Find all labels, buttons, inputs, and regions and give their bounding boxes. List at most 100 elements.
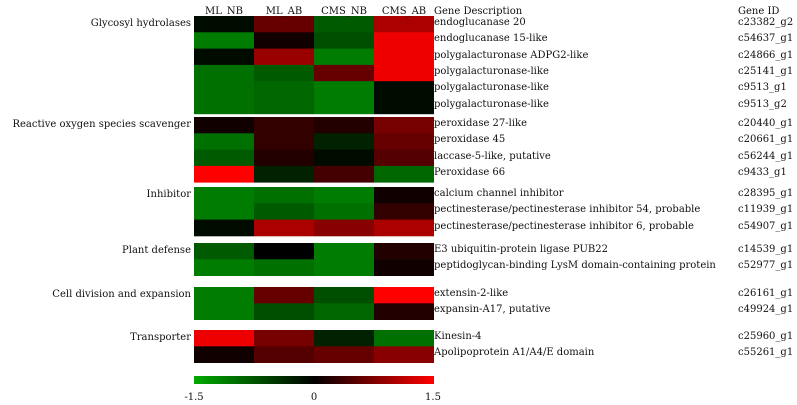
gene-id: c54907_g1 [738, 220, 794, 232]
heatmap-cell [254, 243, 314, 260]
heatmap-cell [374, 133, 434, 150]
heatmap-cell [254, 97, 314, 115]
heatmap-cell [314, 81, 374, 98]
heatmap-cell [374, 219, 434, 237]
gene-id: c28395_g1 [738, 188, 794, 199]
heatmap-cell [374, 149, 434, 167]
heatmap-cell [374, 346, 434, 363]
heatmap-cell [374, 97, 434, 115]
gene-description: polygalacturonase ADPG2-like [434, 49, 589, 61]
column-header-cms-ab: CMS_AB [381, 6, 427, 17]
gene-description: Peroxidase 66 [434, 166, 506, 178]
gene-description: calcium channel inhibitor [434, 188, 564, 199]
gene-id: c20440_g1 [738, 118, 794, 129]
gene-id: c20661_g1 [738, 134, 794, 146]
heatmap-cell [374, 303, 434, 320]
heatmap-cell [254, 219, 314, 237]
heatmap-cell [194, 219, 254, 237]
heatmap-cell [194, 303, 254, 320]
heatmap-cell [374, 330, 434, 347]
heatmap-cell [254, 48, 314, 66]
heatmap-cell [314, 32, 374, 49]
gene-id: c23382_g2 [738, 17, 794, 28]
heatmap-cell [254, 346, 314, 363]
gene-id: c56244_g1 [738, 150, 794, 162]
heatmap-cell [314, 330, 374, 347]
gene-description: laccase-5-like, putative [434, 150, 551, 162]
heatmap-cell [374, 81, 434, 98]
column-header-ml-ab: ML_AB [265, 6, 303, 17]
gene-id: c54637_g1 [738, 33, 794, 45]
heatmap-cell [194, 149, 254, 167]
gene-id: c49924_g1 [738, 304, 794, 316]
gene-id: c9433_g1 [738, 166, 787, 178]
heatmap-cell [254, 117, 314, 134]
heatmap-cell [314, 64, 374, 82]
group-label-reactive-oxygen-species-scavenger: Reactive oxygen species scavenger [12, 119, 191, 130]
heatmap-cell [254, 259, 314, 276]
heatmap-cell [194, 203, 254, 220]
heatmap-cell [374, 259, 434, 276]
heatmap-cell [254, 165, 314, 183]
heatmap-cell [194, 97, 254, 115]
gene-description: pectinesterase/pectinesterase inhibitor … [434, 220, 694, 232]
heatmap-cell [194, 287, 254, 304]
heatmap-cell [314, 133, 374, 150]
heatmap-cell [194, 16, 254, 33]
heatmap-cell [194, 81, 254, 98]
heatmap-cell [194, 64, 254, 82]
gene-description: peptidoglycan-binding LysM domain-contai… [434, 260, 716, 272]
heatmap-cell [314, 287, 374, 304]
heatmap-cell [254, 303, 314, 320]
heatmap-cell [314, 259, 374, 276]
heatmap-cell [314, 165, 374, 183]
gene-description: peroxidase 45 [434, 134, 506, 146]
gene-id: c25960_g1 [738, 331, 794, 342]
group-label-inhibitor: Inhibitor [146, 189, 191, 200]
gene-description: Apolipoprotein A1/A4/E domain [434, 347, 595, 359]
gene-description: expansin-A17, putative [434, 304, 551, 316]
column-header-cms-nb: CMS_NB [321, 6, 367, 17]
heatmap-cell [374, 165, 434, 183]
gene-id: c9513_g1 [738, 82, 787, 94]
gene-id: c25141_g1 [738, 65, 794, 77]
heatmap-cell [194, 165, 254, 183]
gene-description: polygalacturonase-like [434, 82, 549, 94]
gene-description: pectinesterase/pectinesterase inhibitor … [434, 204, 701, 216]
heatmap-cell [194, 187, 254, 204]
gene-description: E3 ubiquitin-protein ligase PUB22 [434, 244, 608, 255]
heatmap-cell [194, 48, 254, 66]
heatmap-cell [314, 149, 374, 167]
gene-description: extensin-2-like [434, 288, 509, 299]
heatmap-cell [374, 48, 434, 66]
heatmap-cell [254, 81, 314, 98]
colorbar-tick-label-max: 1.5 [425, 392, 441, 403]
heatmap-cell [254, 330, 314, 347]
gene-description: peroxidase 27-like [434, 118, 528, 129]
gene-id: c11939_g1 [738, 204, 794, 216]
heatmap-cell [194, 330, 254, 347]
group-label-transporter: Transporter [130, 332, 191, 343]
heatmap-cell [314, 97, 374, 115]
gene-id: c24866_g1 [738, 49, 794, 61]
gene-description: Kinesin-4 [434, 331, 482, 342]
heatmap-cell [374, 16, 434, 33]
heatmap-cell [194, 346, 254, 363]
heatmap-cell [194, 133, 254, 150]
heatmap-cell [254, 287, 314, 304]
group-label-glycosyl-hydrolases: Glycosyl hydrolases [90, 18, 191, 29]
heatmap-cell [254, 133, 314, 150]
heatmap-cell [254, 32, 314, 49]
heatmap-cell [314, 219, 374, 237]
group-label-cell-division-and-expansion: Cell division and expansion [52, 289, 191, 300]
heatmap-cell [314, 187, 374, 204]
heatmap-cell [374, 117, 434, 134]
heatmap-cell [314, 117, 374, 134]
heatmap-cell [374, 287, 434, 304]
gene-id: c55261_g1 [738, 347, 794, 359]
heatmap-cell [254, 64, 314, 82]
colorbar-tick-label-mid: 0 [310, 392, 318, 403]
heatmap-cell [314, 346, 374, 363]
gene-description: endoglucanase 15-like [434, 33, 548, 45]
